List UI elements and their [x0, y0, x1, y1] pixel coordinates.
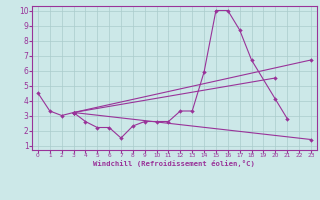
X-axis label: Windchill (Refroidissement éolien,°C): Windchill (Refroidissement éolien,°C) — [93, 160, 255, 167]
